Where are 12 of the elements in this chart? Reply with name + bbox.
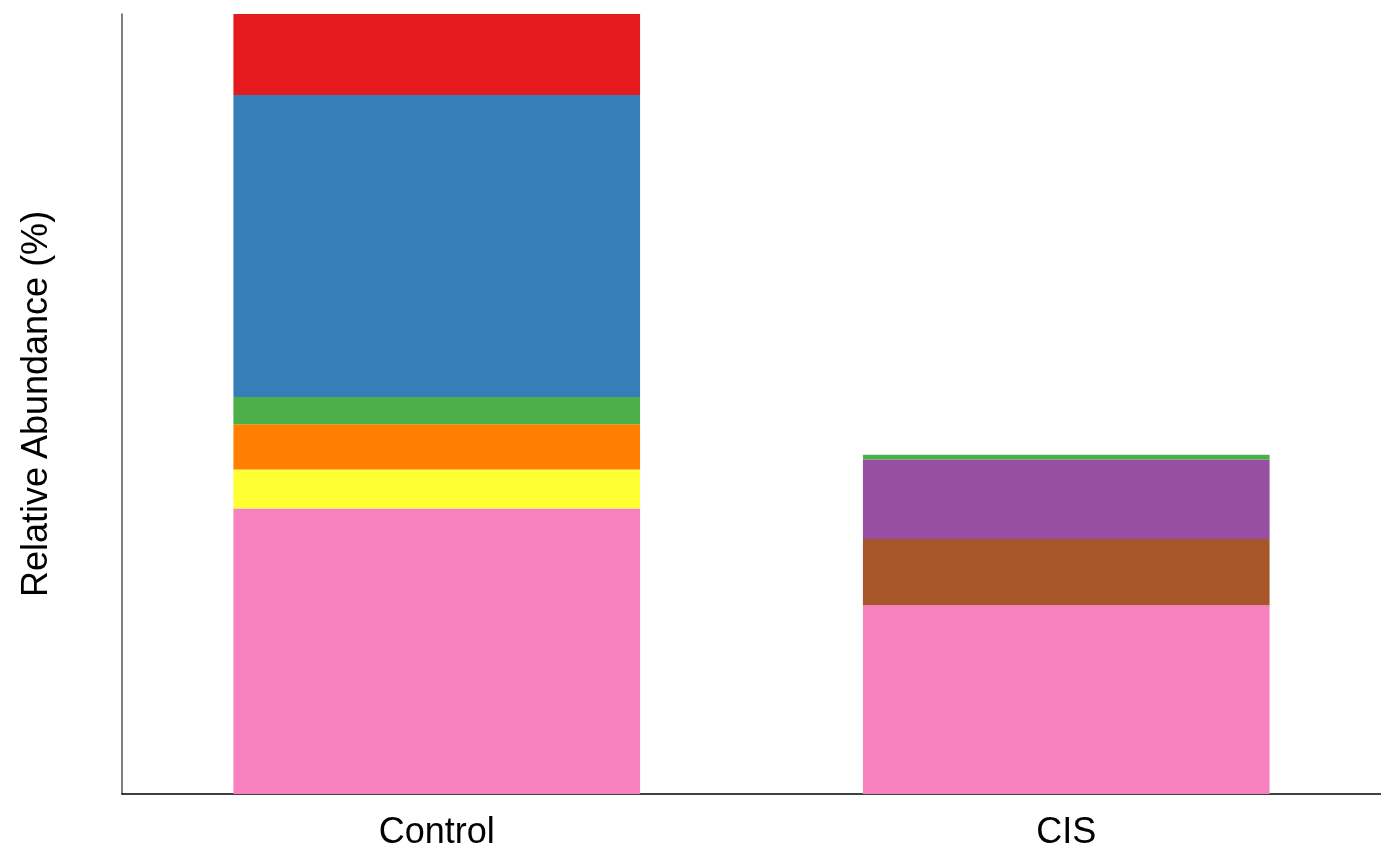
bar bbox=[862, 605, 1270, 794]
bar bbox=[233, 95, 641, 397]
bar bbox=[233, 508, 641, 794]
bar bbox=[862, 538, 1270, 606]
x-tick-label: Control bbox=[378, 809, 495, 851]
bar bbox=[233, 14, 641, 96]
y-axis-title: Relative Abundance (%) bbox=[13, 210, 55, 598]
x-tick-label: CIS bbox=[1036, 809, 1097, 851]
bar bbox=[233, 469, 641, 509]
bar bbox=[862, 459, 1270, 539]
bar bbox=[233, 424, 641, 470]
bar bbox=[233, 396, 641, 425]
